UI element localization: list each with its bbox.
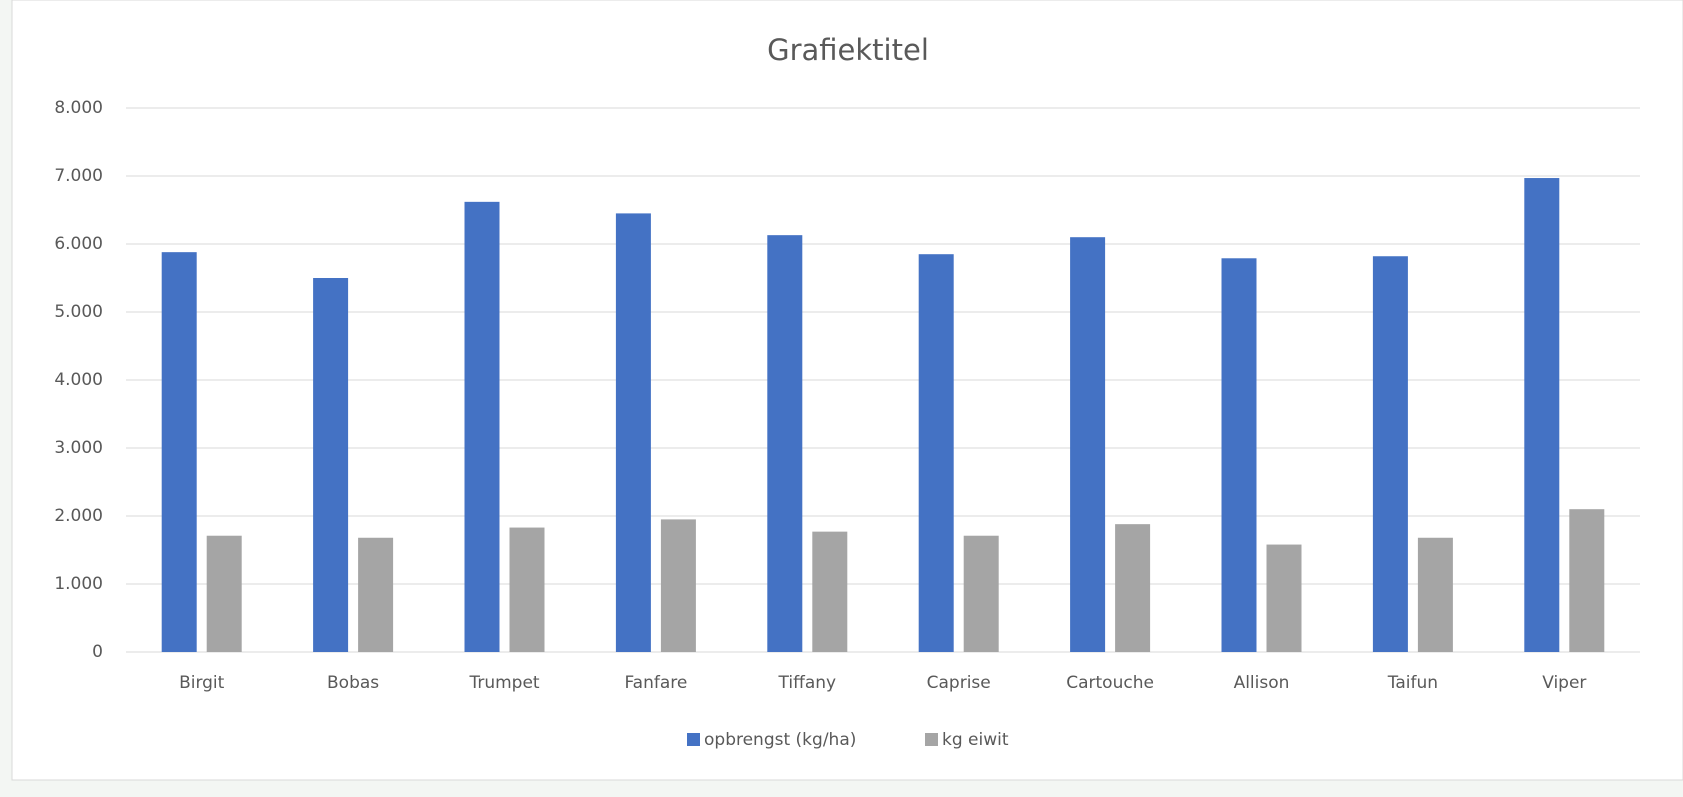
x-tick-label: Caprise — [927, 673, 991, 693]
bar — [1524, 178, 1560, 653]
y-tick-label: 6.000 — [54, 234, 103, 254]
x-tick-label: Trumpet — [468, 673, 539, 693]
bar — [615, 213, 651, 652]
bar — [1372, 256, 1408, 652]
y-tick-label: 0 — [92, 642, 103, 662]
legend-swatch — [687, 733, 700, 746]
x-tick-label: Birgit — [179, 673, 225, 693]
bar — [660, 519, 696, 652]
y-tick-label: 4.000 — [54, 370, 103, 390]
bar — [1070, 237, 1106, 652]
y-tick-label: 1.000 — [54, 574, 103, 594]
bar — [509, 527, 545, 652]
y-tick-label: 2.000 — [54, 506, 103, 526]
x-tick-label: Cartouche — [1066, 673, 1154, 693]
bar — [464, 201, 500, 652]
chart-title: Grafiektitel — [767, 33, 929, 67]
bar — [812, 531, 848, 652]
bar — [358, 537, 394, 652]
x-tick-label: Taifun — [1387, 673, 1438, 693]
y-tick-label: 7.000 — [54, 166, 103, 186]
chart-area — [11, 0, 1683, 781]
bar — [918, 254, 954, 652]
y-tick-label: 3.000 — [54, 438, 103, 458]
bar — [1115, 524, 1151, 652]
legend-swatch — [925, 733, 938, 746]
x-tick-label: Tiffany — [778, 673, 837, 693]
x-tick-label: Bobas — [327, 673, 379, 693]
x-tick-label: Viper — [1542, 673, 1586, 693]
bar — [206, 535, 242, 652]
bar — [767, 235, 803, 652]
bar — [1266, 544, 1302, 652]
x-tick-label: Fanfare — [624, 673, 687, 693]
bar — [1569, 509, 1605, 652]
legend-label: opbrengst (kg/ha) — [704, 730, 856, 750]
bar — [1417, 537, 1453, 652]
bar — [1221, 258, 1257, 652]
y-tick-label: 5.000 — [54, 302, 103, 322]
legend-label: kg eiwit — [942, 730, 1009, 750]
bar — [963, 535, 999, 652]
x-tick-label: Allison — [1234, 673, 1290, 693]
y-tick-label: 8.000 — [54, 98, 103, 118]
bar — [161, 252, 197, 652]
bar — [313, 278, 349, 652]
